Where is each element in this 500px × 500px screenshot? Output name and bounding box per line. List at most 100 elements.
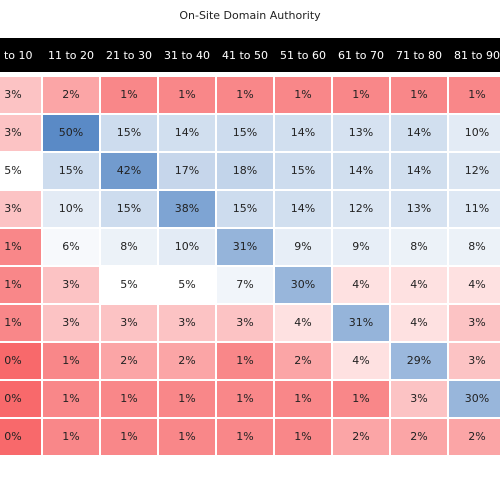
cell-label: 1% xyxy=(62,354,79,367)
cell-label: 9% xyxy=(294,240,311,253)
heat-cell xyxy=(101,419,157,455)
cell-label: 3% xyxy=(468,354,485,367)
heat-cell xyxy=(159,419,215,455)
cell-label: 18% xyxy=(233,164,257,177)
cell-label: 2% xyxy=(62,88,79,101)
heat-cell xyxy=(0,419,41,455)
heat-cell xyxy=(449,419,500,455)
heat-cell xyxy=(391,381,447,417)
cell-label: 6% xyxy=(62,240,79,253)
cell-label: 1% xyxy=(294,392,311,405)
cell-label: 2% xyxy=(294,354,311,367)
heat-cell xyxy=(0,267,41,303)
cell-label: 5% xyxy=(120,278,137,291)
heat-cell xyxy=(333,343,389,379)
heat-cell xyxy=(391,267,447,303)
cell-label: 1% xyxy=(120,392,137,405)
heat-cell xyxy=(333,419,389,455)
cell-label: 1% xyxy=(236,430,253,443)
heat-cell xyxy=(159,77,215,113)
header-band xyxy=(0,38,500,72)
cell-label: 7% xyxy=(236,278,253,291)
heat-cell xyxy=(275,115,331,151)
column-header: 11 to 20 xyxy=(48,49,94,62)
cell-label: 31% xyxy=(233,240,257,253)
heat-cell xyxy=(0,305,41,341)
cell-label: 4% xyxy=(352,278,369,291)
cell-label: 3% xyxy=(4,88,21,101)
cell-label: 1% xyxy=(178,430,195,443)
heat-cell xyxy=(449,115,500,151)
heat-cell xyxy=(43,267,99,303)
heat-cell xyxy=(333,153,389,189)
cell-label: 15% xyxy=(233,202,257,215)
heat-cell xyxy=(217,77,273,113)
heat-cell xyxy=(275,343,331,379)
heat-cell xyxy=(159,153,215,189)
heat-cell xyxy=(43,343,99,379)
heat-cell xyxy=(333,381,389,417)
cell-label: 3% xyxy=(4,126,21,139)
cell-label: 30% xyxy=(291,278,315,291)
heat-cell xyxy=(391,153,447,189)
heat-cell xyxy=(0,77,41,113)
cell-label: 42% xyxy=(117,164,141,177)
cell-label: 3% xyxy=(62,316,79,329)
heat-cell xyxy=(217,343,273,379)
heat-cell xyxy=(159,343,215,379)
heat-cell xyxy=(0,191,41,227)
cell-label: 1% xyxy=(468,88,485,101)
cell-label: 15% xyxy=(117,126,141,139)
heat-cell xyxy=(333,267,389,303)
heat-cell xyxy=(43,191,99,227)
heat-cell xyxy=(43,153,99,189)
cell-label: 3% xyxy=(120,316,137,329)
heat-cell xyxy=(101,77,157,113)
cell-label: 12% xyxy=(465,164,489,177)
heat-cell xyxy=(333,191,389,227)
cell-label: 50% xyxy=(59,126,83,139)
cell-label: 14% xyxy=(349,164,373,177)
column-header: 51 to 60 xyxy=(280,49,326,62)
cell-label: 1% xyxy=(62,392,79,405)
cell-label: 0% xyxy=(4,354,21,367)
heat-cell xyxy=(333,77,389,113)
cell-label: 14% xyxy=(407,126,431,139)
column-header: 61 to 70 xyxy=(338,49,384,62)
cell-label: 1% xyxy=(120,430,137,443)
column-header: 71 to 80 xyxy=(396,49,442,62)
heat-cell xyxy=(0,153,41,189)
heat-cell xyxy=(0,343,41,379)
cell-label: 2% xyxy=(468,430,485,443)
cell-label: 8% xyxy=(468,240,485,253)
heat-cell xyxy=(391,77,447,113)
heat-cell xyxy=(449,381,500,417)
cell-label: 13% xyxy=(349,126,373,139)
cell-label: 38% xyxy=(175,202,199,215)
heat-cell xyxy=(43,115,99,151)
heat-cell xyxy=(159,305,215,341)
heat-cell xyxy=(391,305,447,341)
cell-label: 1% xyxy=(4,278,21,291)
heat-cell xyxy=(391,419,447,455)
cell-label: 8% xyxy=(410,240,427,253)
cell-label: 15% xyxy=(233,126,257,139)
cell-label: 15% xyxy=(59,164,83,177)
cell-label: 30% xyxy=(465,392,489,405)
heat-cell xyxy=(159,191,215,227)
chart-title: On-Site Domain Authority xyxy=(179,9,321,22)
cell-label: 3% xyxy=(236,316,253,329)
heat-cell xyxy=(159,229,215,265)
cell-label: 3% xyxy=(4,202,21,215)
cell-label: 3% xyxy=(468,316,485,329)
cell-label: 4% xyxy=(410,316,427,329)
heat-cell xyxy=(217,191,273,227)
heat-cell xyxy=(43,305,99,341)
heat-cell xyxy=(391,115,447,151)
heat-cell xyxy=(0,115,41,151)
heat-cell xyxy=(449,77,500,113)
cell-label: 3% xyxy=(178,316,195,329)
heat-cell xyxy=(449,343,500,379)
cell-label: 5% xyxy=(178,278,195,291)
